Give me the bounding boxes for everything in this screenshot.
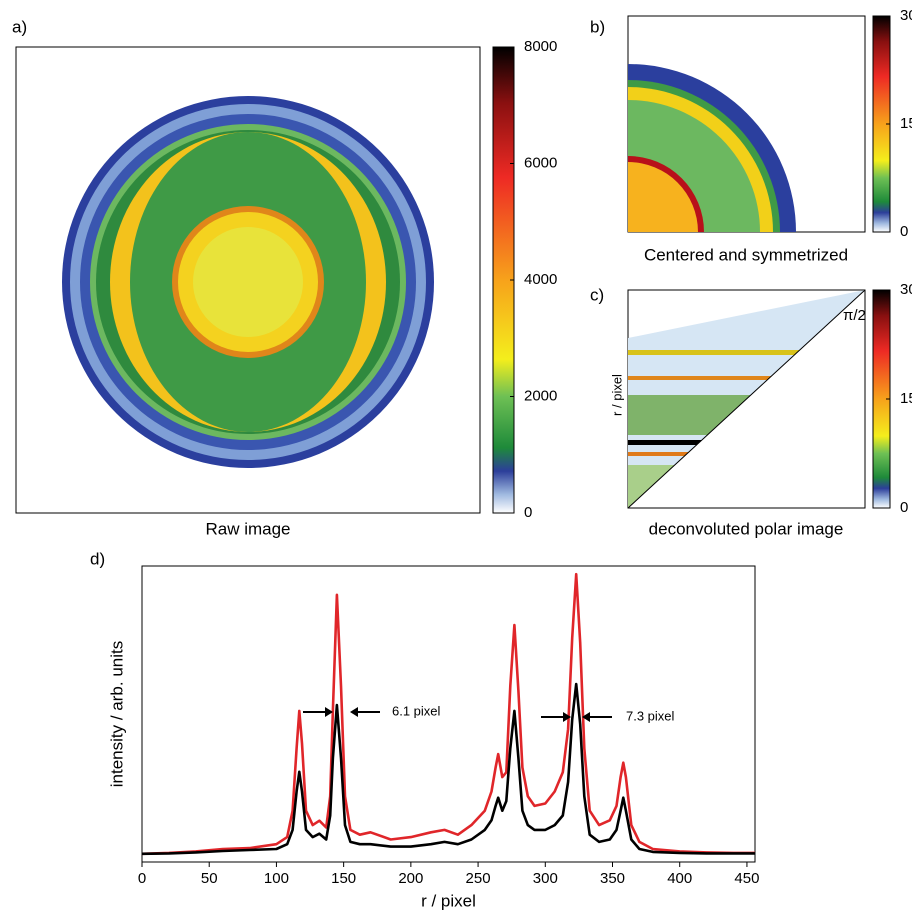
- arrow-head: [582, 712, 590, 722]
- colorbar-tick-label: 30000: [900, 7, 912, 24]
- x-tick-label: 350: [600, 870, 625, 887]
- colorbar-tick-label: 0: [524, 504, 532, 521]
- x-tick-label: 200: [398, 870, 423, 887]
- caption: Centered and symmetrized: [644, 245, 848, 264]
- x-tick-label: 450: [734, 870, 759, 887]
- panel-label: a): [12, 17, 27, 36]
- x-tick-label: 250: [466, 870, 491, 887]
- x-axis-label: r / pixel: [421, 891, 476, 910]
- line-series: [141, 682, 755, 856]
- polar-image: [627, 289, 866, 509]
- panel-label: b): [590, 17, 605, 36]
- arrow-head: [563, 712, 571, 722]
- colorbar-tick-label: 300: [900, 281, 912, 298]
- arrow-head: [350, 707, 358, 717]
- x-tick-label: 0: [138, 870, 146, 887]
- caption: Raw image: [205, 519, 290, 538]
- colorbar-tick-label: 0: [900, 223, 908, 240]
- colorbar-tick-label: 150: [900, 390, 912, 407]
- colorbar-tick-label: 8000: [524, 38, 557, 55]
- symmetrized-image: [627, 15, 866, 233]
- colorbar-tick-label: 4000: [524, 271, 557, 288]
- x-tick-label: 150: [331, 870, 356, 887]
- y-axis-label: intensity / arb. units: [107, 641, 126, 787]
- colorbar-tick-label: 2000: [524, 387, 557, 404]
- x-tick-label: 400: [667, 870, 692, 887]
- panel-label: c): [590, 285, 604, 304]
- annotation: 6.1 pixel: [392, 703, 441, 718]
- x-tick-label: 50: [201, 870, 218, 887]
- x-tick-label: 100: [264, 870, 289, 887]
- colorbar-tick-label: 0: [900, 499, 908, 516]
- arrow-head: [325, 707, 333, 717]
- panel-label: d): [90, 549, 105, 568]
- raw-image: [15, 46, 481, 514]
- plot-frame: [141, 565, 756, 863]
- annotation: π/2: [843, 307, 866, 324]
- y-axis-label: r / pixel: [609, 374, 624, 416]
- x-tick-label: 300: [533, 870, 558, 887]
- colorbar-tick-label: 6000: [524, 154, 557, 171]
- annotation: 7.3 pixel: [626, 708, 675, 723]
- colorbar-tick-label: 15000: [900, 115, 912, 132]
- line-series: [141, 572, 755, 856]
- caption: deconvoluted polar image: [649, 519, 844, 538]
